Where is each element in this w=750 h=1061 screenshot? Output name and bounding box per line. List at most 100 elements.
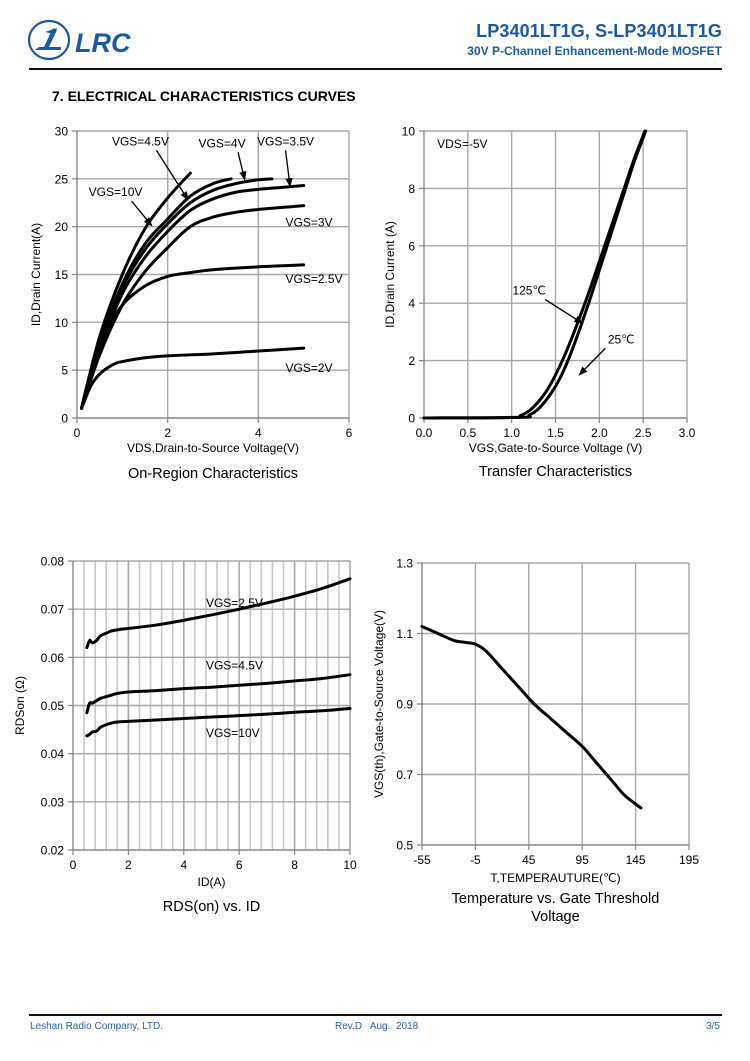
x-tick-label: 145 [626, 853, 646, 867]
y-tick-label: 5 [61, 364, 68, 378]
y-tick-label: 0.9 [396, 698, 413, 712]
header-divider [29, 68, 722, 70]
annotation-label: VGS=2.5V [206, 596, 263, 610]
y-tick-label: 25 [55, 172, 69, 186]
lrc-logo: LRC [27, 18, 157, 62]
series-line-125 [422, 129, 647, 420]
annotation-label: 125℃ [512, 284, 546, 298]
x-axis-label: ID(A) [198, 875, 226, 889]
annotation-label: VGS=4.5V [112, 134, 169, 148]
x-tick-label: 3.0 [679, 426, 696, 440]
y-tick-label: 2 [408, 354, 415, 368]
annotation-label: VDS=-5V [437, 137, 487, 151]
series-line-vgs-10v [85, 706, 352, 738]
footer-revision: Rev.D Aug. 2018 [335, 1021, 419, 1032]
annotation-arrow [155, 150, 189, 201]
x-tick-label: 0.0 [416, 426, 433, 440]
y-axis-label: RDSon (Ω) [13, 676, 27, 735]
annotation-arrow [131, 200, 153, 227]
y-tick-label: 0.7 [396, 768, 413, 782]
y-tick-label: 0.5 [396, 839, 413, 853]
transfer-chart: 0 2 4 6 8 10 0.0 0.5 1.0 1.5 2.0 2.5 3.0 VGS,Gate-to-… [383, 125, 696, 481]
series-line-vgs-2p5v [80, 263, 306, 410]
y-tick-label: 10 [402, 125, 416, 139]
footer-divider [29, 1014, 722, 1016]
x-axis-label: VDS,Drain-to-Source Voltage(V) [127, 441, 299, 455]
y-tick-label: 0.05 [41, 699, 65, 713]
series-line-vgs-th [420, 624, 643, 810]
chart-title: On-Region Characteristics [128, 466, 298, 482]
section-title: 7. ELECTRICAL CHARACTERISTICS CURVES [52, 88, 356, 104]
x-tick-label: 195 [679, 853, 699, 867]
series-line-25 [422, 129, 648, 420]
series-line-vgs-4p5v [80, 177, 233, 410]
y-tick-label: 0.06 [41, 651, 65, 665]
y-tick-label: 15 [55, 268, 69, 282]
logo-text: LRC [75, 28, 131, 58]
x-tick-label: 2.5 [635, 426, 652, 440]
y-tick-label: 0.07 [41, 603, 65, 617]
x-tick-label: 0.5 [459, 426, 476, 440]
part-number-title: LP3401LT1G, S-LP3401LT1G [476, 21, 722, 41]
y-tick-label: 4 [408, 297, 415, 311]
x-tick-label: 95 [576, 853, 590, 867]
chart-title: Temperature vs. Gate Threshold [452, 891, 660, 907]
series-line-vgs-2p5v [85, 577, 352, 650]
series-line-vgs-3v [80, 204, 306, 410]
annotation-label: VGS=2V [286, 361, 333, 375]
series-line-vgs-10v [80, 171, 192, 410]
y-tick-label: 10 [55, 316, 69, 330]
y-tick-label: 0 [61, 412, 68, 426]
annotation-label: VGS=10V [89, 185, 143, 199]
series-line-vgs-4v [80, 177, 274, 410]
x-tick-label: 8 [291, 858, 298, 872]
x-tick-label: 4 [255, 426, 262, 440]
series-line-vgs-3p5v [80, 184, 306, 410]
x-tick-label: 1.5 [547, 426, 564, 440]
x-tick-label: 2 [164, 426, 171, 440]
chart-title: Voltage [531, 909, 579, 925]
lrc-logo-icon: LRC [27, 19, 131, 61]
y-tick-label: 30 [55, 125, 69, 139]
annotation-label: VGS=10V [206, 726, 260, 740]
x-tick-label: 10 [343, 858, 357, 872]
x-tick-label: 1.0 [503, 426, 520, 440]
annotation-arrow [544, 299, 584, 324]
y-axis-label: ID,Drain Current (A) [383, 221, 397, 328]
x-tick-label: 6 [236, 858, 243, 872]
x-axis-label: VGS,Gate-to-Source Voltage (V) [469, 441, 642, 455]
x-tick-label: -5 [470, 853, 481, 867]
annotation-label: VGS=3.5V [257, 134, 314, 148]
x-tick-label: 0 [70, 858, 77, 872]
device-subtitle: 30V P-Channel Enhancement-Mode MOSFET [467, 44, 722, 58]
y-tick-label: 6 [408, 239, 415, 253]
annotation-arrow [237, 152, 247, 181]
x-tick-label: 2 [125, 858, 132, 872]
annotation-arrow [578, 347, 606, 376]
y-tick-label: 0.04 [41, 747, 65, 761]
series-line-vgs-4p5v [85, 673, 352, 715]
x-tick-label: 0 [74, 426, 81, 440]
on-region-chart: 0 5 10 15 20 25 30 0 2 4 6 VDS,Drain-to-Source Volt… [29, 125, 353, 483]
annotation-label: VGS=4.5V [206, 658, 263, 672]
x-tick-label: 6 [346, 426, 353, 440]
chart-title: RDS(on) vs. ID [163, 899, 261, 915]
y-tick-label: 1.3 [396, 557, 413, 571]
y-tick-label: 0.03 [41, 795, 65, 809]
y-tick-label: 8 [408, 182, 415, 196]
annotation-label: VGS=2.5V [286, 272, 343, 286]
x-tick-label: -55 [413, 853, 431, 867]
y-tick-label: 0 [408, 412, 415, 426]
y-tick-label: 20 [55, 220, 69, 234]
y-axis-label: ID,Drain Current(A) [29, 223, 43, 326]
annotation-arrow [284, 150, 293, 188]
y-tick-label: 0.02 [41, 844, 65, 858]
footer-page-number: 3/5 [706, 1021, 720, 1032]
x-tick-label: 2.0 [591, 426, 608, 440]
chart-title: Transfer Characteristics [479, 464, 632, 480]
footer-company: Leshan Radio Company, LTD. [30, 1021, 164, 1032]
x-axis-label: T,TEMPERAUTURE(℃) [490, 871, 620, 885]
y-tick-label: 0.08 [41, 555, 65, 569]
series-line-vgs-2v [80, 346, 306, 410]
